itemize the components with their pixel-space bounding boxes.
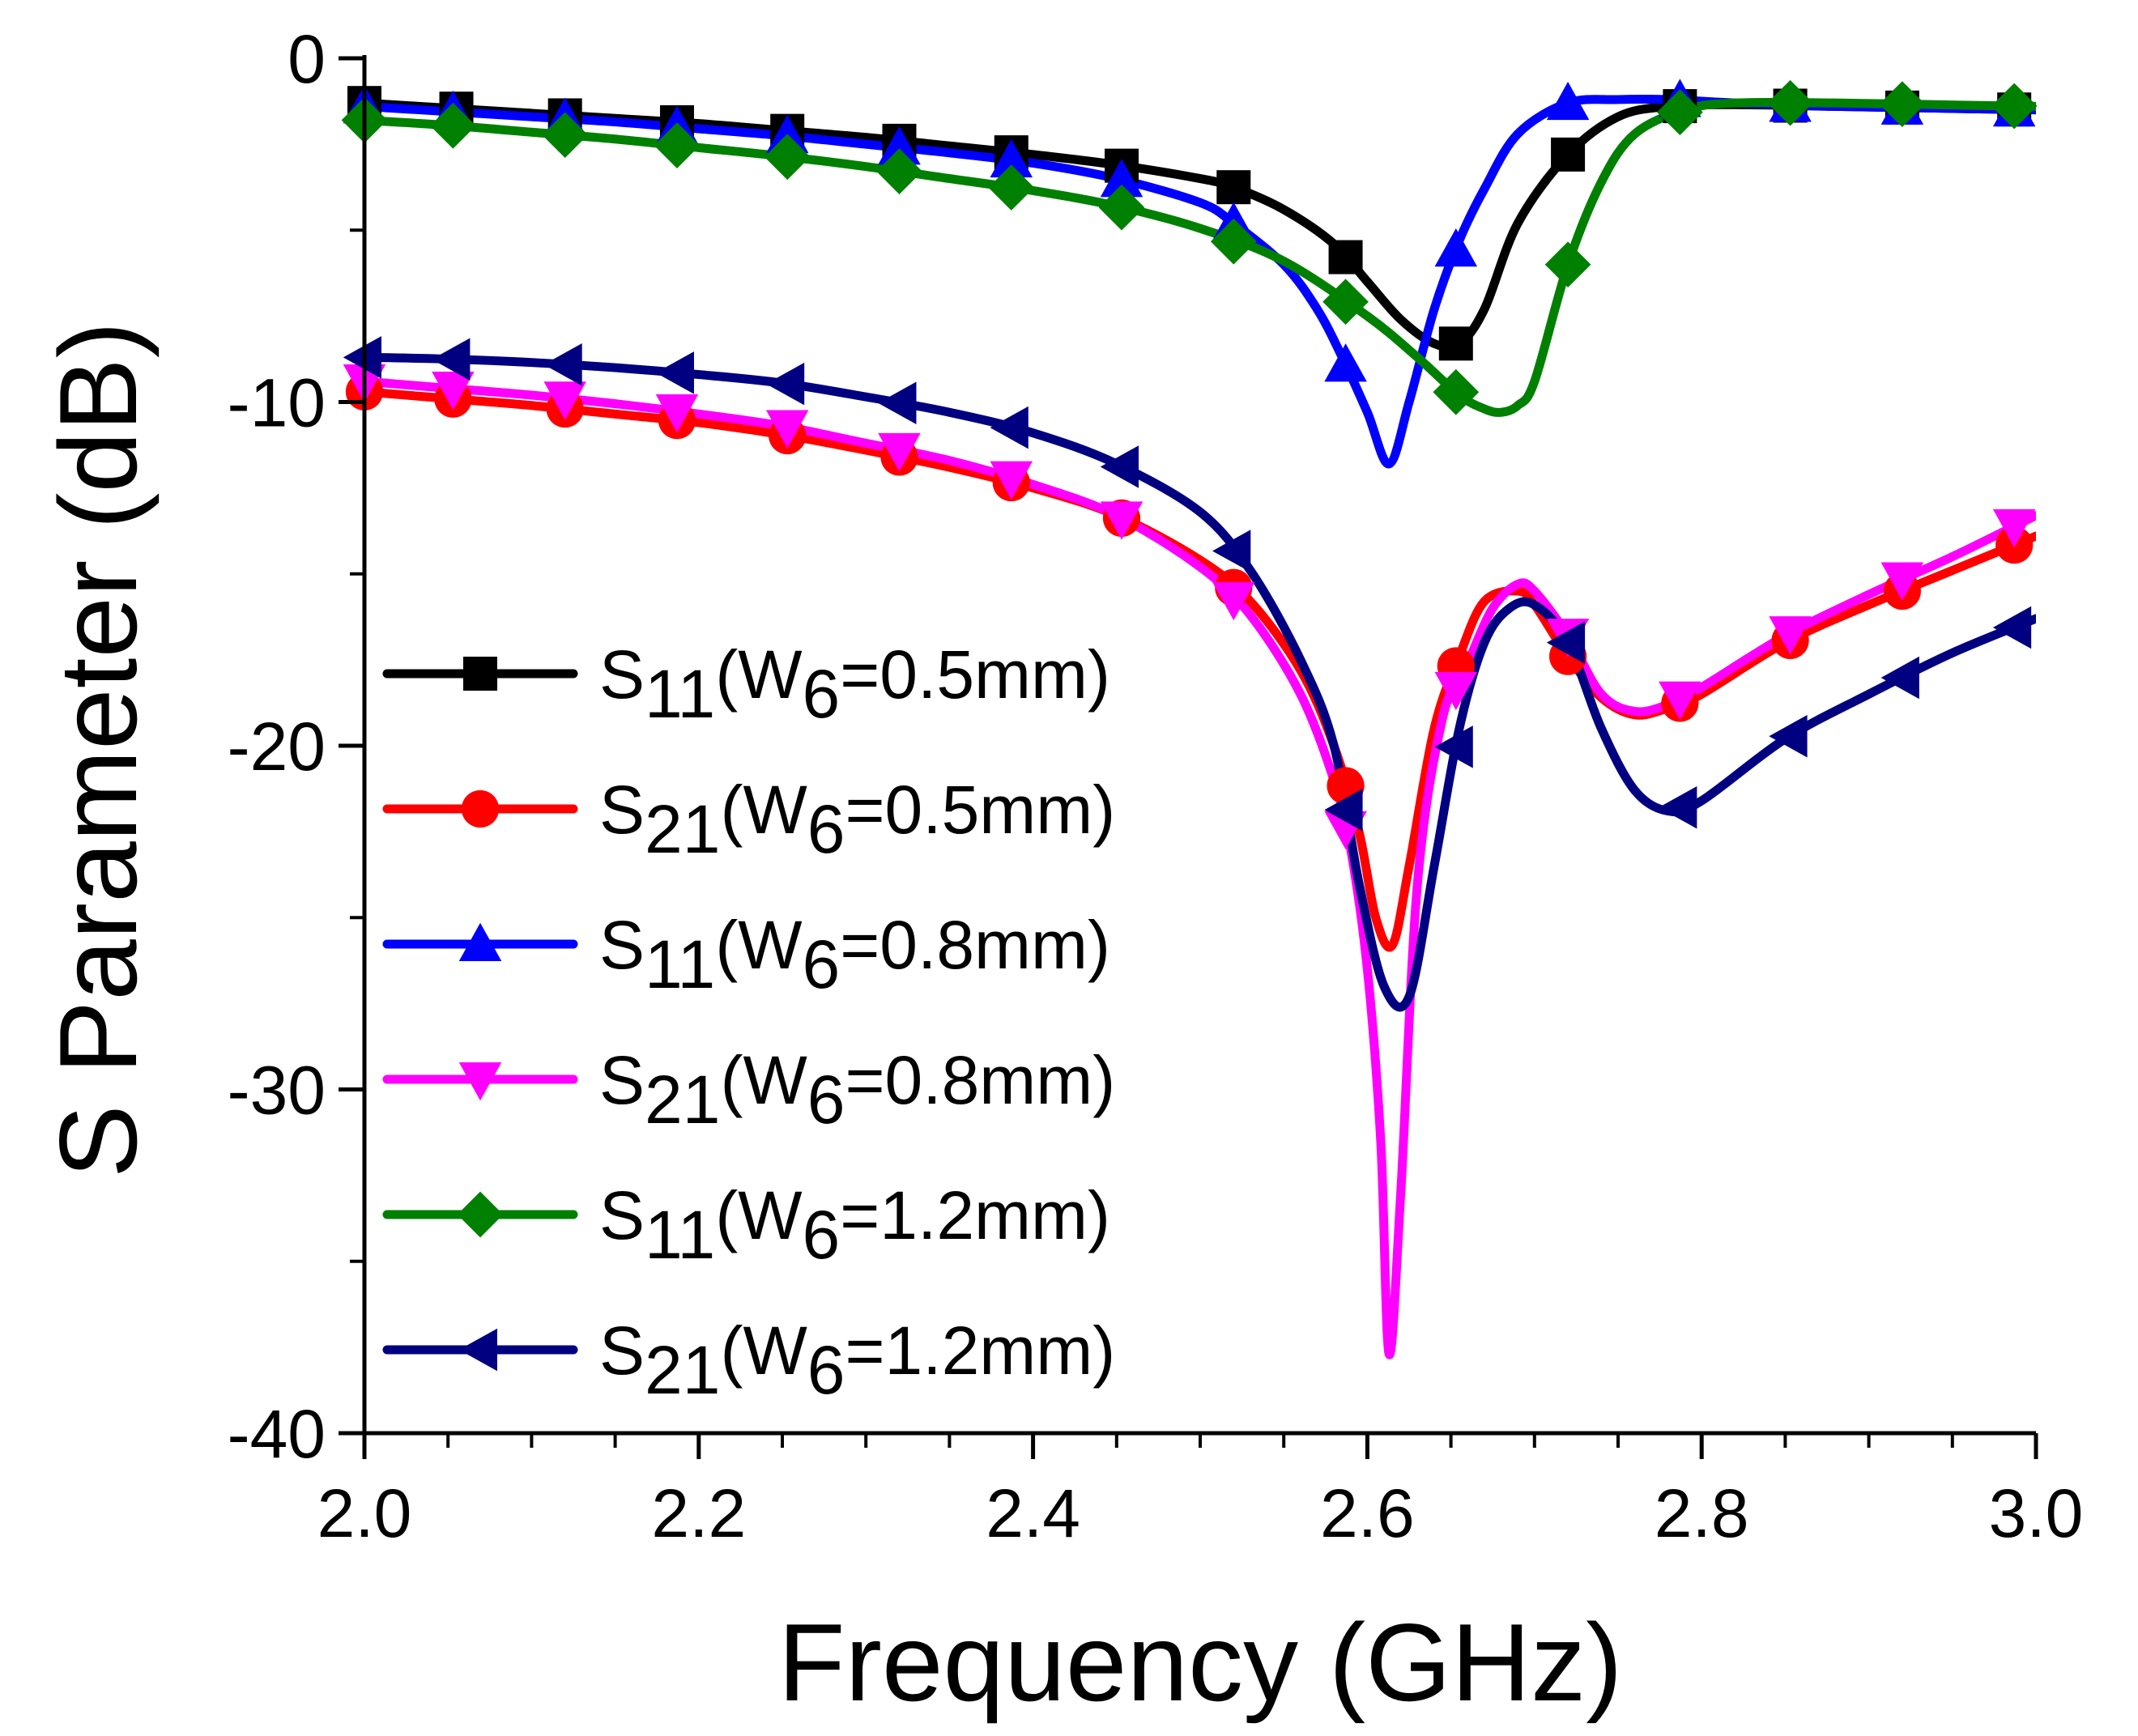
series-6-marker-5 xyxy=(765,362,805,406)
series-6-marker-16 xyxy=(1992,606,2032,649)
y-tick-label: -30 xyxy=(228,1053,326,1129)
series-6-marker-4 xyxy=(655,351,694,394)
series-5-marker-16 xyxy=(1991,83,2038,130)
x-tick-label: 2.2 xyxy=(651,1475,746,1551)
series-5-marker-14 xyxy=(1767,79,1813,126)
x-tick-label: 2.6 xyxy=(1320,1475,1415,1551)
legend-label: S11(W6=0.5mm) xyxy=(599,636,1110,732)
series-4-marker-7 xyxy=(990,461,1033,500)
series-1-marker-9 xyxy=(1216,170,1251,205)
legend-label: S21(W6=0.8mm) xyxy=(599,1042,1115,1138)
series-6-marker-2 xyxy=(432,338,471,381)
series-6-marker-10 xyxy=(1324,788,1363,832)
series-3-marker-6 xyxy=(878,126,921,165)
series-4-marker-11 xyxy=(1434,671,1478,711)
series-3-marker-7 xyxy=(990,138,1033,178)
x-axis-title: Frequency (GHz) xyxy=(778,1601,1623,1724)
x-tick-label: 2.8 xyxy=(1655,1475,1749,1551)
x-tick-label: 2.4 xyxy=(986,1475,1080,1551)
series-4-marker-6 xyxy=(878,432,921,472)
series-3-marker-10 xyxy=(1324,343,1367,382)
series-6-marker-3 xyxy=(543,343,582,386)
series-4-marker-5 xyxy=(765,410,809,449)
series-5-marker-4 xyxy=(654,122,701,168)
series-5-marker-13 xyxy=(1657,89,1703,135)
axes-layer: 2.0 2.2 2.4 2.6 2.8 3.0 0 -10 -20 -30 -40 xyxy=(228,21,2084,1551)
series-4-marker-3 xyxy=(543,381,586,420)
legend-entry-1: S11(W6=0.5mm) xyxy=(382,636,1110,732)
series-6-marker-11 xyxy=(1434,725,1473,768)
markers-layer xyxy=(341,79,2038,850)
legend-label: S11(W6=1.2mm) xyxy=(599,1177,1110,1273)
legend-label: S21(W6=1.2mm) xyxy=(599,1313,1115,1408)
series-4-marker-9 xyxy=(1212,581,1255,621)
series-6-marker-13 xyxy=(1659,785,1697,829)
series-6-marker-7 xyxy=(990,406,1029,449)
series-3-marker-12 xyxy=(1546,81,1590,121)
legend-entry-4: S21(W6=0.8mm) xyxy=(382,1042,1115,1138)
legend-entry-5: S11(W6=1.2mm) xyxy=(382,1177,1110,1273)
series-5-marker-7 xyxy=(988,164,1035,211)
series-5-marker-11 xyxy=(1433,368,1480,415)
x-tick-label: 3.0 xyxy=(1989,1475,2084,1551)
series-layer xyxy=(364,94,2036,1359)
series-5-marker-2 xyxy=(430,102,476,149)
y-tick-label: -20 xyxy=(228,708,326,785)
series-5-marker-10 xyxy=(1322,279,1369,326)
y-tick-label: -10 xyxy=(228,365,326,441)
series-3-marker-11 xyxy=(1434,228,1478,267)
series-6-marker-6 xyxy=(878,381,917,425)
series-line-3 xyxy=(364,94,2036,469)
series-1-marker-12 xyxy=(1551,137,1586,172)
series-6-marker-14 xyxy=(1769,714,1808,758)
y-tick-label: -40 xyxy=(228,1396,326,1472)
legend-swatch-marker xyxy=(463,657,497,691)
y-tick-label: 0 xyxy=(287,21,326,97)
series-5-marker-8 xyxy=(1098,184,1145,231)
series-4-marker-14 xyxy=(1769,616,1812,655)
legend-swatch-marker xyxy=(458,1328,497,1372)
series-6-marker-9 xyxy=(1212,530,1251,572)
series-6-marker-12 xyxy=(1546,621,1586,664)
legend-entry-2: S21(W6=0.5mm) xyxy=(382,772,1115,867)
series-3-marker-8 xyxy=(1100,159,1144,198)
series-5-marker-3 xyxy=(542,112,589,159)
series-5-marker-6 xyxy=(876,148,922,195)
series-6-marker-1 xyxy=(343,336,381,379)
series-1-marker-10 xyxy=(1328,240,1363,274)
series-4-marker-15 xyxy=(1880,562,1924,601)
legend-label: S11(W6=0.8mm) xyxy=(599,907,1110,1002)
series-6-marker-8 xyxy=(1100,445,1139,488)
series-4-marker-2 xyxy=(432,372,475,411)
x-tick-label: 2.0 xyxy=(317,1475,412,1551)
series-5-marker-9 xyxy=(1210,218,1257,265)
series-5-marker-12 xyxy=(1544,241,1591,288)
legend-label: S21(W6=0.5mm) xyxy=(599,772,1115,867)
legend-swatch-marker xyxy=(457,1191,504,1238)
series-4-marker-4 xyxy=(655,394,699,433)
series-6-marker-15 xyxy=(1880,656,1919,700)
legend-entry-3: S11(W6=0.8mm) xyxy=(382,907,1110,1002)
series-1-marker-11 xyxy=(1438,326,1473,361)
legend-swatch-marker xyxy=(461,789,500,828)
legend: S11(W6=0.5mm) S21(W6=0.5mm) S11(W6=0.8mm) S… xyxy=(382,636,1115,1408)
legend-swatch-marker xyxy=(458,1062,502,1101)
series-5-marker-15 xyxy=(1879,81,1926,127)
y-axis-title: S Parameter (dB) xyxy=(36,321,160,1178)
legend-entry-6: S21(W6=1.2mm) xyxy=(382,1313,1115,1408)
series-4-marker-16 xyxy=(1992,508,2036,548)
legend-swatch-marker xyxy=(458,922,502,961)
series-4-marker-13 xyxy=(1659,681,1701,720)
series-5-marker-5 xyxy=(764,134,811,181)
series-4-marker-8 xyxy=(1100,501,1144,540)
series-line-4 xyxy=(364,377,2036,1359)
